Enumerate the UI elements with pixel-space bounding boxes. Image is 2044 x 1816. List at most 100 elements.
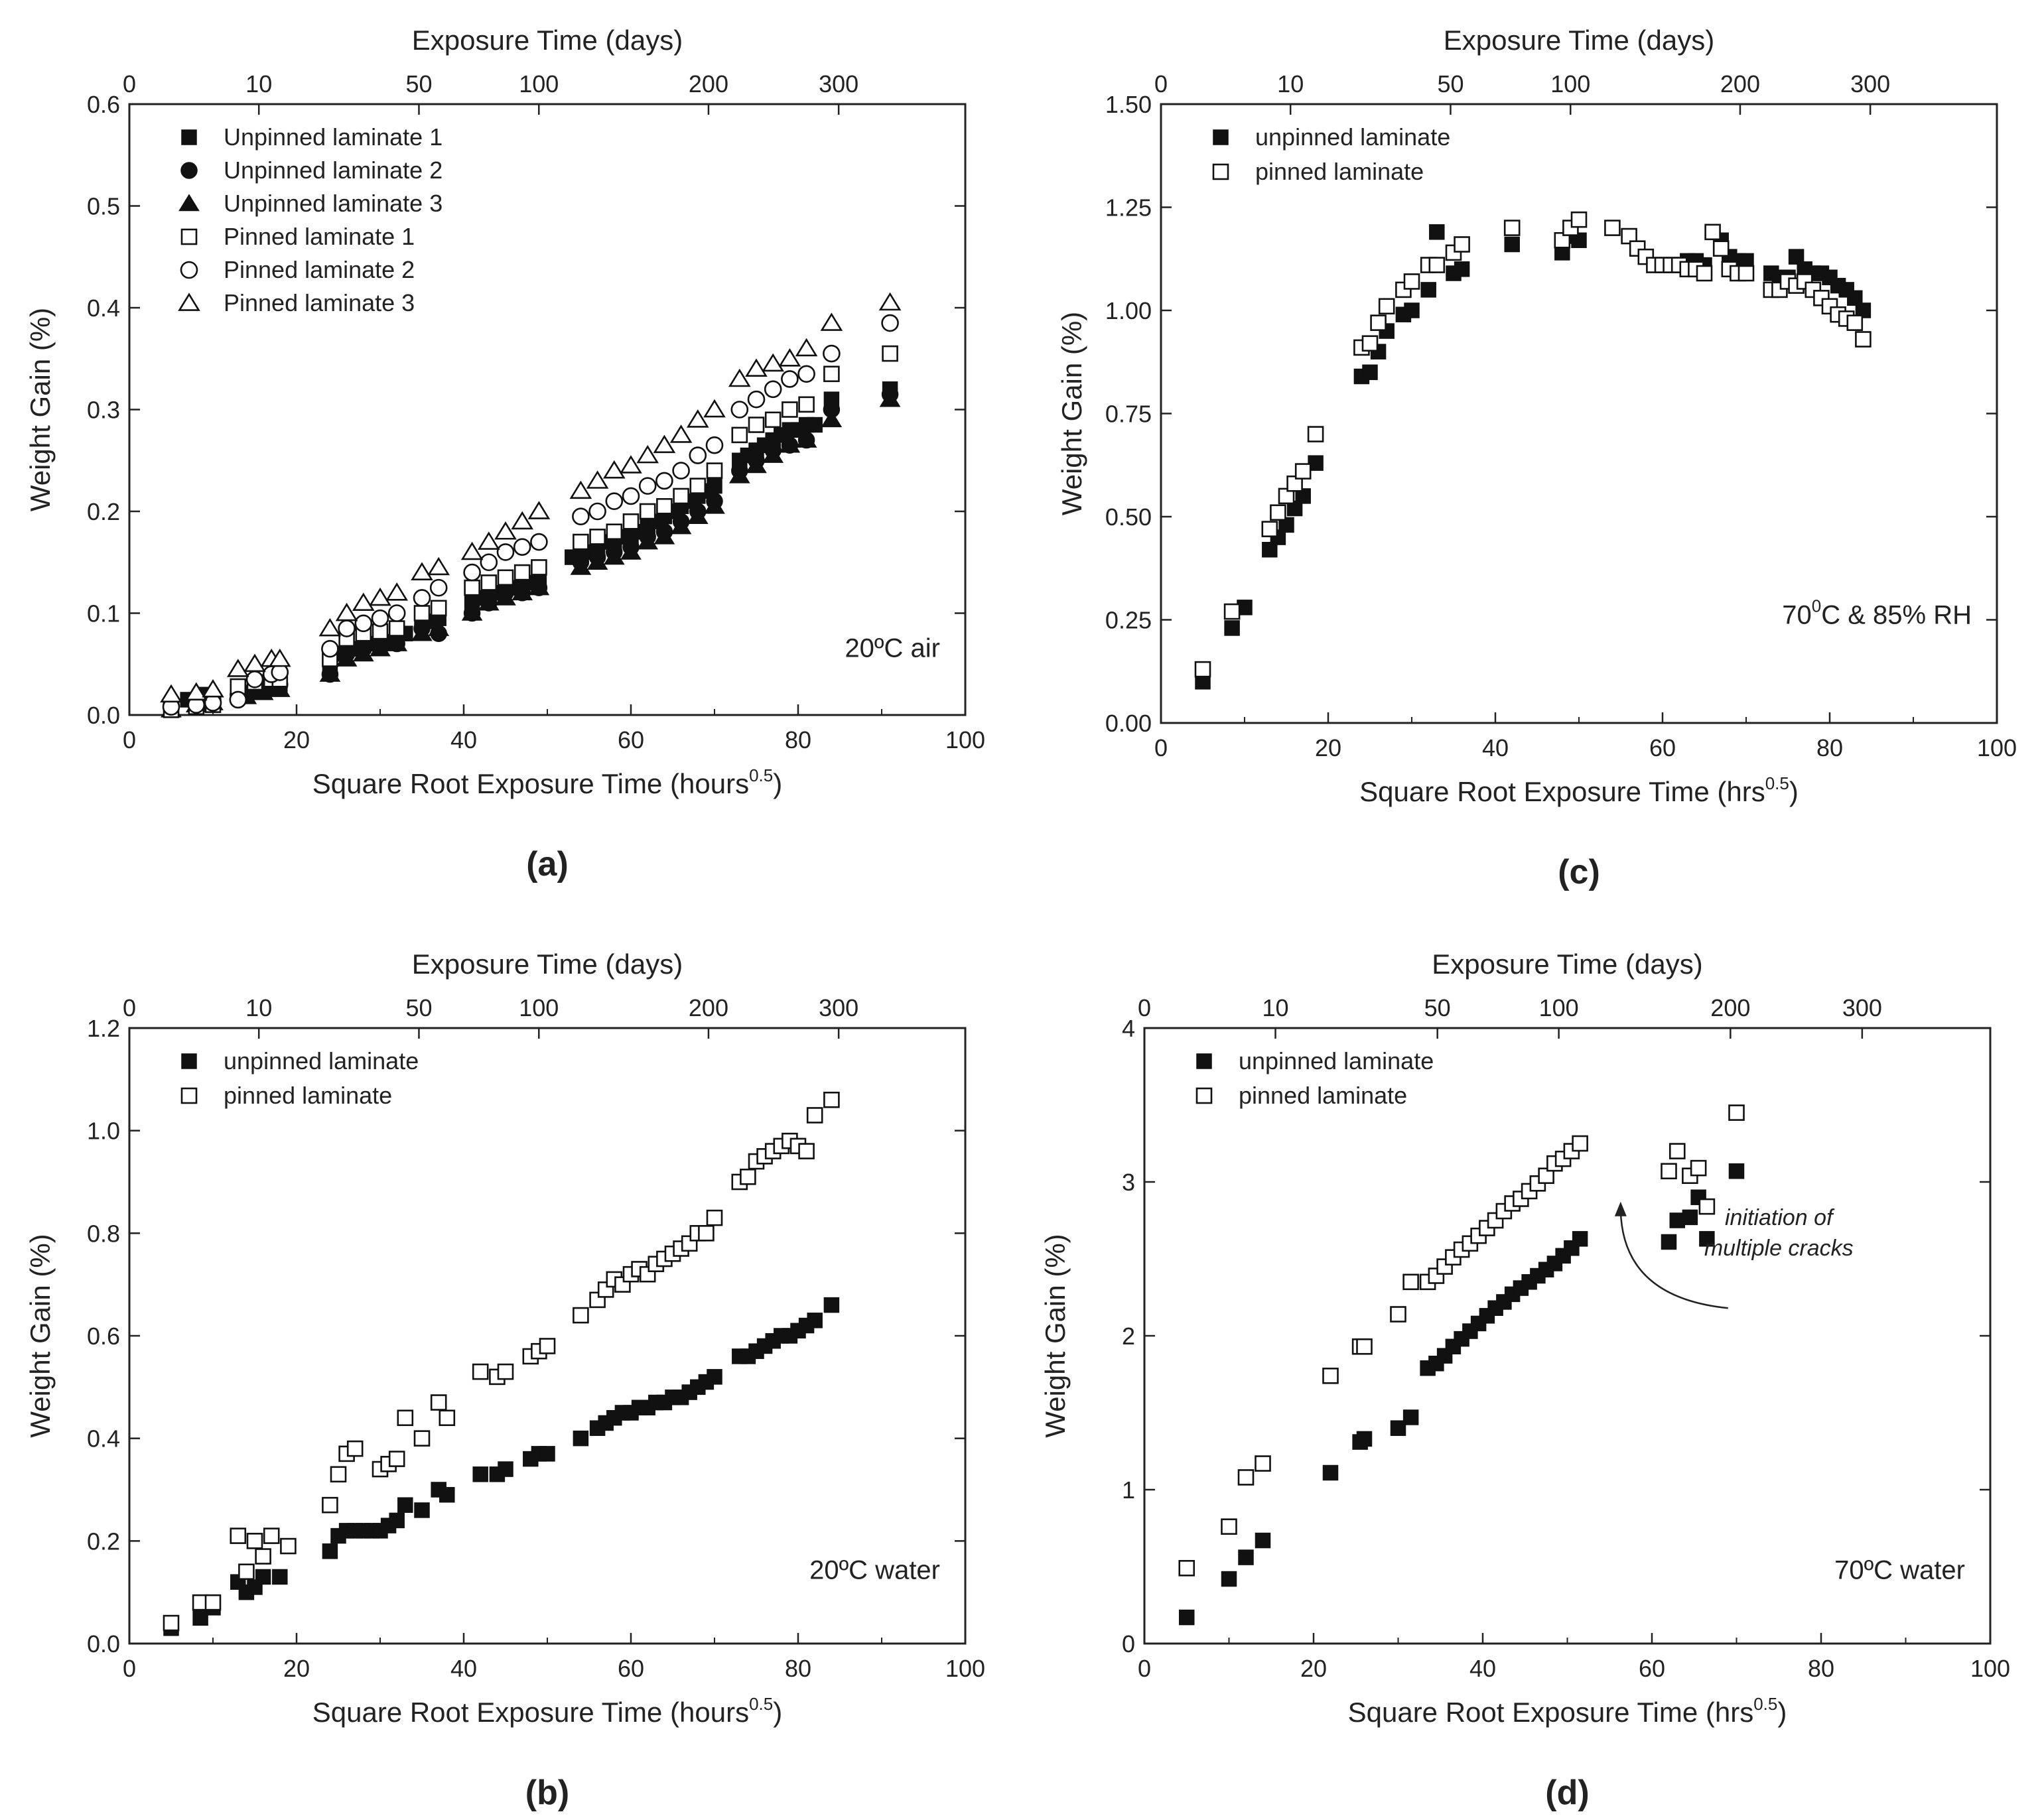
data-point [1621,227,1637,245]
data-point [704,496,725,514]
data-point [764,380,782,399]
data-point [639,503,656,520]
data-point [397,1409,414,1427]
legend-marker [1212,163,1229,180]
series-5 [160,292,902,703]
top-tick-label: 0 [1154,70,1168,97]
top-tick-label: 300 [819,70,858,97]
data-point [746,456,767,474]
x-tick-label: 0 [123,1655,136,1682]
data-point [388,1451,405,1467]
data-point [1698,1198,1716,1215]
legend-label: pinned laminate [224,1082,392,1109]
data-point [255,1569,271,1585]
data-point [1846,314,1864,331]
y-axis-title: Weight Gain (%) [25,308,56,511]
data-point [238,1563,255,1581]
top-tick-label: 0 [123,70,136,97]
x-axis-title: Square Root Exposure Time (hrs0.5) [1348,1694,1787,1728]
data-point [703,399,726,418]
data-point [807,1313,823,1329]
legend-label: Unpinned laminate 2 [224,157,443,184]
data-point [1503,220,1521,236]
data-point [1572,1231,1588,1247]
y-tick-label: 0.3 [87,397,120,424]
panel-label: (b) [525,1774,569,1812]
data-point [1286,475,1303,492]
data-point [1699,1231,1715,1247]
data-point [655,472,673,490]
data-point [731,426,748,444]
y-tick-label: 3 [1122,1169,1135,1196]
legend-label: Pinned laminate 2 [224,256,415,283]
data-point [414,1502,430,1518]
data-point [531,559,547,576]
data-point [807,417,823,433]
top-tick-label: 300 [819,994,858,1021]
data-point [1420,282,1436,298]
data-point [1221,1571,1237,1587]
data-point [321,639,339,658]
data-point [1504,236,1520,253]
y-tick-label: 0.2 [87,498,120,525]
data-point [1255,1455,1271,1472]
legend-label: Pinned laminate 3 [224,289,415,316]
crack-note-line: multiple cracks [1704,1236,1854,1261]
data-point [1361,335,1379,352]
data-point [797,365,815,383]
x-tick-label: 80 [1808,1655,1834,1682]
data-point [513,538,531,556]
data-point [728,466,750,484]
y-tick-label: 1.50 [1105,91,1152,118]
data-point [338,619,356,637]
x-tick-label: 20 [283,726,310,753]
data-point [656,498,673,515]
data-point [439,1409,456,1427]
data-point [354,614,373,633]
data-point [1322,1368,1339,1384]
data-point [636,444,659,464]
x-tick-label: 40 [1482,734,1509,761]
data-point [586,470,609,489]
top-tick-label: 100 [1539,994,1579,1021]
x-axis-title: Square Root Exposure Time (hrs0.5) [1359,773,1799,807]
data-point [778,348,801,367]
y-axis-title: Weight Gain (%) [25,1234,56,1437]
data-point [202,679,224,698]
panel-label: (c) [1558,853,1600,891]
top-tick-label: 10 [245,70,272,97]
data-point [795,338,818,357]
data-point [226,659,249,677]
top-tick-label: 200 [1720,70,1760,97]
data-point [494,521,517,540]
data-point [1178,1560,1195,1577]
x-axis-title: Square Root Exposure Time (hours0.5) [312,1694,782,1728]
data-point [477,531,500,550]
data-point [1402,1273,1419,1291]
series-0 [1195,224,1872,690]
x-tick-label: 100 [1977,734,2017,761]
top-tick-label: 50 [1424,994,1451,1021]
data-point [1294,463,1312,480]
data-point [823,1091,840,1108]
y-tick-label: 0.5 [87,193,120,220]
data-point [330,1466,347,1483]
data-point [806,1107,823,1124]
data-point [605,492,624,510]
data-point [653,434,676,454]
y-tick-label: 4 [1122,1015,1135,1042]
y-tick-label: 0.0 [87,1630,120,1657]
data-point [464,579,480,596]
top-tick-label: 10 [1262,994,1288,1021]
data-point [878,292,902,311]
series-1 [1178,1104,1745,1577]
data-point [472,1466,488,1482]
top-tick-label: 100 [519,70,559,97]
data-point [748,417,765,433]
data-point [498,1461,513,1477]
legend-label: unpinned laminate [224,1047,419,1074]
plot-frame [1143,1027,1992,1645]
